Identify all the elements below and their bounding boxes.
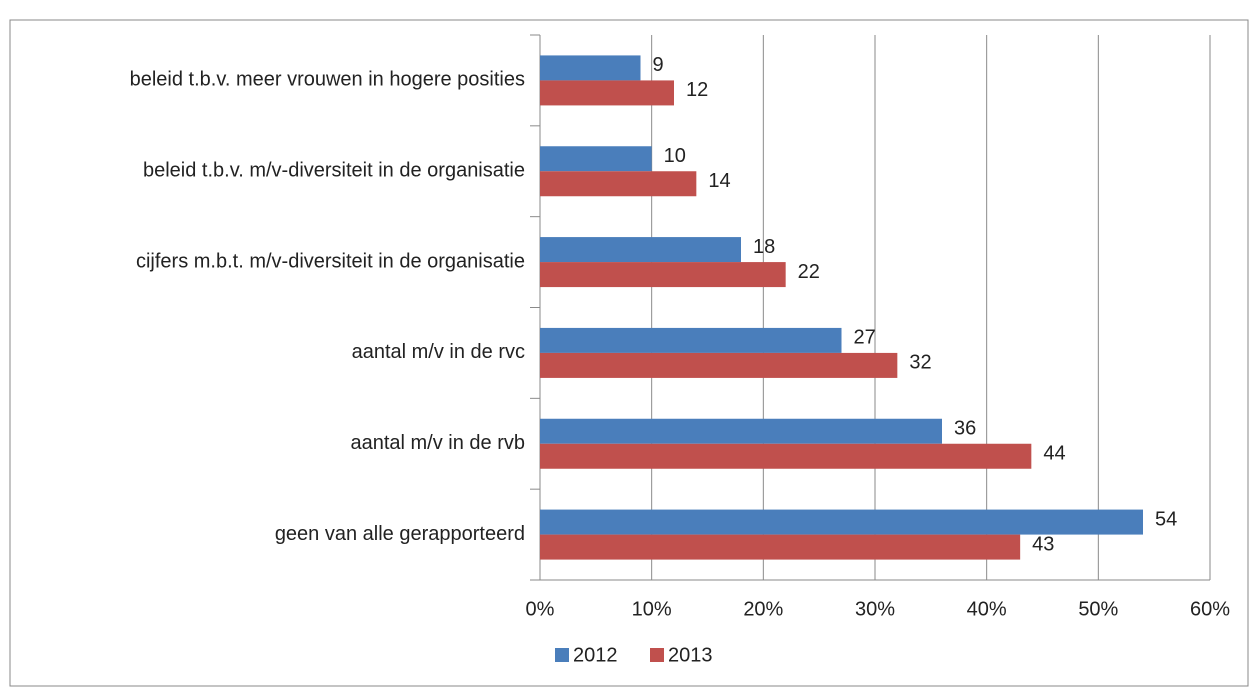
data-label: 9 bbox=[653, 54, 664, 76]
y-tick-label: aantal m/v in de rvb bbox=[350, 432, 525, 454]
bar bbox=[540, 509, 1143, 535]
bar bbox=[540, 352, 898, 378]
data-label: 10 bbox=[664, 145, 686, 167]
data-label: 44 bbox=[1043, 443, 1065, 465]
y-tick-label: cijfers m.b.t. m/v-diversiteit in de org… bbox=[136, 250, 525, 272]
x-tick-label: 0% bbox=[526, 598, 555, 620]
y-tick-label: geen van alle gerapporteerd bbox=[275, 523, 525, 545]
x-tick-label: 30% bbox=[855, 598, 895, 620]
data-label: 22 bbox=[798, 261, 820, 283]
legend-swatch bbox=[555, 648, 569, 662]
data-label: 18 bbox=[753, 236, 775, 258]
bar bbox=[540, 171, 697, 197]
x-tick-label: 40% bbox=[967, 598, 1007, 620]
legend-swatch bbox=[650, 648, 664, 662]
data-label: 43 bbox=[1032, 533, 1054, 555]
bar bbox=[540, 262, 786, 288]
legend-label: 2012 bbox=[573, 644, 618, 666]
bar bbox=[540, 55, 641, 81]
x-tick-label: 10% bbox=[632, 598, 672, 620]
x-tick-label: 60% bbox=[1190, 598, 1230, 620]
x-tick-label: 50% bbox=[1078, 598, 1118, 620]
chart-border bbox=[9, 19, 1249, 687]
bar bbox=[540, 418, 942, 444]
y-tick-label: beleid t.b.v. m/v-diversiteit in de orga… bbox=[143, 160, 525, 182]
data-label: 54 bbox=[1155, 508, 1177, 530]
bar bbox=[540, 534, 1021, 560]
bar bbox=[540, 443, 1032, 469]
data-label: 12 bbox=[686, 79, 708, 101]
bar bbox=[540, 237, 741, 263]
data-label: 14 bbox=[708, 170, 730, 192]
bar bbox=[540, 80, 674, 106]
data-label: 27 bbox=[854, 327, 876, 349]
legend-label: 2013 bbox=[668, 644, 713, 666]
data-label: 32 bbox=[909, 352, 931, 374]
data-label: 36 bbox=[954, 418, 976, 440]
bar bbox=[540, 146, 652, 172]
x-tick-label: 20% bbox=[743, 598, 783, 620]
y-tick-label: beleid t.b.v. meer vrouwen in hogere pos… bbox=[130, 69, 525, 91]
y-tick-label: aantal m/v in de rvc bbox=[352, 341, 525, 363]
bar bbox=[540, 327, 842, 353]
